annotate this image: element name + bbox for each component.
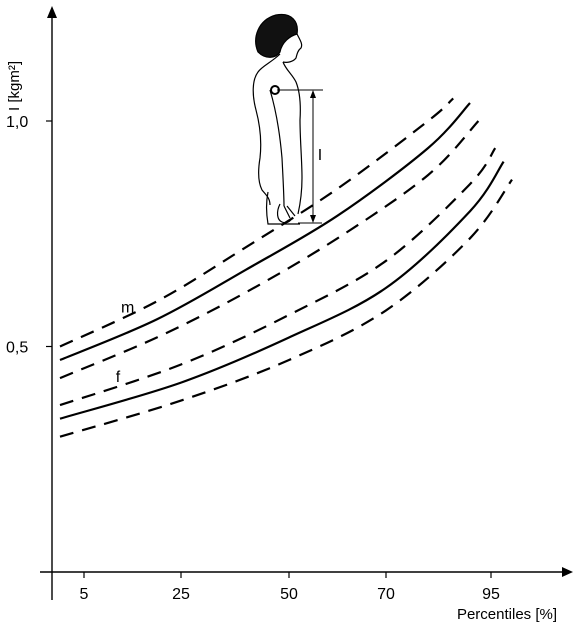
series-band-line-f-4 (59, 147, 497, 407)
curve-label-m: m (121, 299, 134, 316)
y-tick-label: 1,0 (6, 114, 28, 131)
x-tick-label: 70 (377, 586, 395, 603)
dimension-arrow-bottom (310, 215, 316, 223)
x-axis: 5 25 50 70 95 Percentiles [%] (40, 567, 573, 623)
x-axis-arrowhead (562, 567, 573, 577)
curve-label-f: f (116, 369, 121, 386)
series-line-f-3 (59, 160, 505, 420)
x-ticks: 5 25 50 70 95 (80, 572, 500, 603)
face-profile (282, 33, 303, 63)
arm (269, 89, 285, 207)
y-axis-title: I [kgm²] (6, 61, 23, 111)
y-tick-label: 0,5 (6, 340, 28, 357)
hip (265, 191, 300, 225)
length-dimension (277, 89, 323, 224)
dimension-label: I (318, 147, 322, 164)
chest-and-front (282, 61, 303, 215)
x-tick-label: 5 (80, 586, 89, 603)
series-band-line-m-2 (59, 120, 480, 380)
x-tick-label: 25 (172, 586, 190, 603)
y-axis: 0,5 1,0 I [kgm²] (6, 6, 57, 600)
y-ticks: 0,5 1,0 (6, 114, 52, 357)
dimension-arrow-top (310, 90, 316, 98)
series-band-line-m-1 (59, 97, 454, 348)
y-axis-arrowhead (47, 6, 57, 18)
annotation-layer: m f I (116, 147, 323, 386)
head-hair (255, 13, 298, 58)
x-axis-title: Percentiles [%] (457, 606, 557, 623)
series-line-m-0 (59, 102, 471, 362)
x-tick-label: 50 (280, 586, 298, 603)
series-band-line-f-5 (59, 178, 513, 438)
x-tick-label: 95 (482, 586, 500, 603)
neck-and-back (252, 53, 281, 206)
upper-body-side-profile-icon (252, 13, 303, 225)
series-layer (59, 97, 513, 438)
hand (276, 203, 296, 224)
